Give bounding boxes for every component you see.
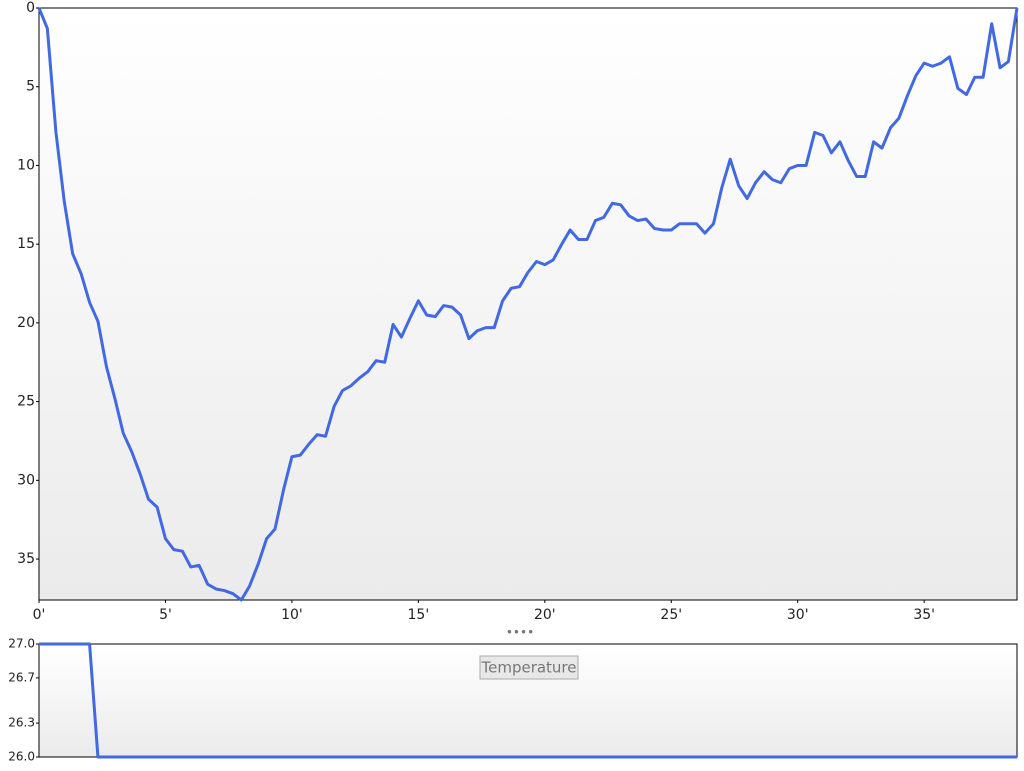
x-tick-label: 20': [534, 607, 556, 623]
line: [37, 7, 1019, 602]
x-tick-label: 35': [913, 607, 935, 623]
legend-box[interactable]: [479, 655, 579, 680]
line: [39, 642, 1017, 759]
splitter-handle[interactable]: ••••: [506, 626, 534, 640]
y-tick-label: 27.0: [8, 637, 35, 651]
y-tick-label: 15: [17, 236, 35, 252]
x-tick-label: 0': [33, 607, 46, 623]
x-tick-label: 5': [159, 607, 172, 623]
x-tick-label: 30': [787, 607, 809, 623]
x-tick-label: 10': [281, 607, 303, 623]
x-tick-label: 25': [660, 607, 682, 623]
x-tick-label: 15': [408, 607, 430, 623]
y-tick-label: 5: [26, 79, 35, 95]
y-tick-label: 25: [17, 394, 35, 410]
y-tick-label: 26.3: [8, 716, 35, 730]
y-tick-label: 26.0: [8, 750, 35, 764]
y-tick-label: 0: [26, 0, 35, 16]
y-tick-label: 26.7: [8, 670, 35, 684]
legend-label[interactable]: Temperature: [480, 659, 576, 677]
y-tick-label: 35: [17, 551, 35, 567]
depth-plot-area: [38, 7, 1018, 601]
y-tick-label: 20: [17, 315, 35, 331]
y-tick-label: 30: [17, 472, 35, 488]
y-tick-label: 10: [17, 157, 35, 173]
